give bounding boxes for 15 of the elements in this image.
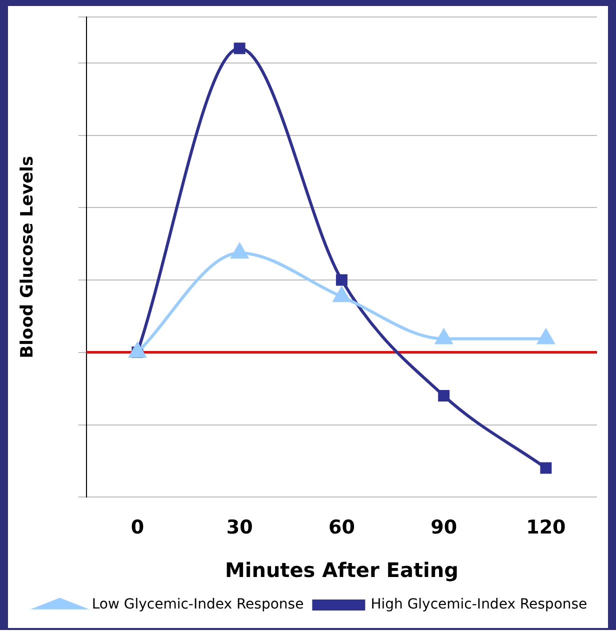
point: [538, 329, 554, 344]
point: [435, 329, 452, 344]
x-tick-label: 90: [430, 516, 458, 539]
x-tick-label: 60: [328, 516, 355, 539]
x-tick-label: 30: [226, 516, 253, 539]
x-axis-title: Minutes After Eating: [224, 558, 458, 582]
x-tick-label: 120: [526, 516, 566, 539]
legend-label: Low Glycemic-Index Response: [92, 596, 304, 613]
x-tick-label: 0: [130, 516, 144, 539]
point: [231, 244, 248, 259]
point: [333, 287, 350, 302]
y-axis-title: Blood Glucose Levels: [18, 156, 38, 358]
point: [234, 42, 246, 54]
point: [129, 342, 146, 358]
legend-label: High Glycemic-Index Response: [370, 596, 588, 613]
